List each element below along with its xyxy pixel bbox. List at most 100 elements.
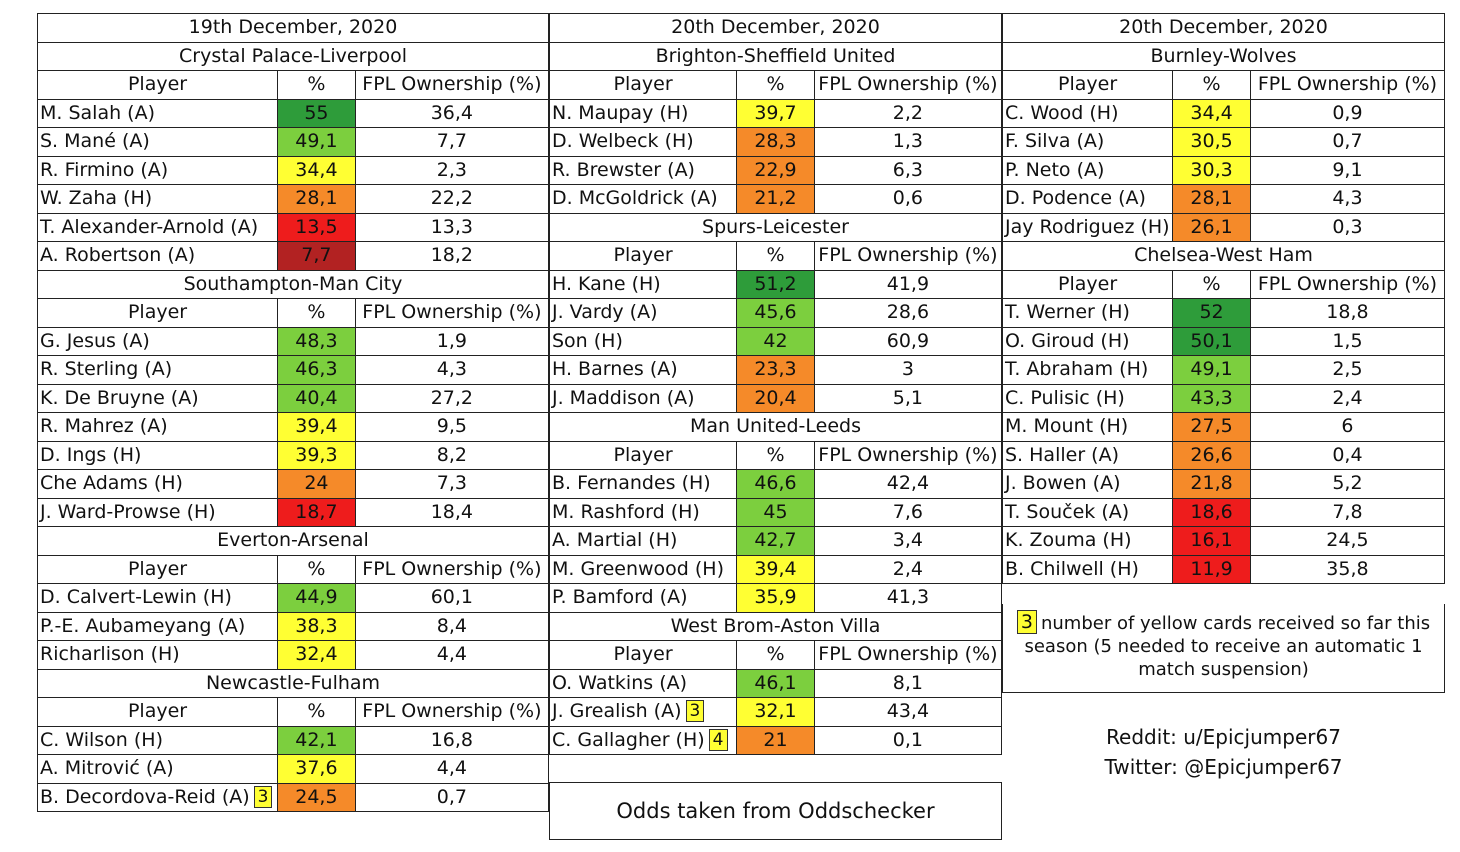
player-row: B. Decordova-Reid (A) 3 24,5 0,7 bbox=[37, 782, 549, 812]
player-row: T. Werner (H) 52 18,8 bbox=[1002, 298, 1445, 328]
ownership-column-header: FPL Ownership (%) bbox=[818, 73, 998, 95]
player-row: C. Pulisic (H) 43,3 2,4 bbox=[1002, 383, 1445, 413]
percent-cell: 37,6 bbox=[278, 755, 356, 783]
player-row: D. Ings (H) 39,3 8,2 bbox=[37, 440, 549, 470]
player-row: J. Grealish (A) 3 32,1 43,4 bbox=[549, 697, 1002, 727]
ownership-cell: 8,4 bbox=[436, 614, 467, 637]
player-name: D. Podence (A) bbox=[1005, 187, 1146, 209]
percent-column-header: % bbox=[737, 242, 815, 270]
player-row: B. Fernandes (H) 46,6 42,4 bbox=[549, 469, 1002, 499]
player-cell: C. Gallagher (H) 4 bbox=[550, 726, 738, 754]
player-row: J. Bowen (A) 21,8 5,2 bbox=[1002, 469, 1445, 499]
fixture-title: Man United-Leeds bbox=[690, 415, 861, 437]
player-column-header: Player bbox=[38, 555, 279, 583]
player-column-header: Player bbox=[38, 698, 279, 726]
percent-cell: 35,9 bbox=[737, 584, 815, 612]
player-row: Son (H) 42 60,9 bbox=[549, 326, 1002, 356]
ownership-column-header: FPL Ownership (%) bbox=[1257, 272, 1438, 295]
player-row: H. Kane (H) 51,2 41,9 bbox=[549, 269, 1002, 299]
player-cell: B. Chilwell (H) bbox=[1003, 555, 1174, 583]
percent-column-header: % bbox=[737, 441, 815, 469]
percent-cell: 21 bbox=[737, 726, 815, 754]
player-row: J. Maddison (A) 20,4 5,1 bbox=[549, 383, 1002, 413]
fixture-title: Newcastle-Fulham bbox=[205, 671, 381, 694]
player-name: T. Werner (H) bbox=[1005, 301, 1130, 323]
player-row: K. De Bruyne (A) 40,4 27,2 bbox=[37, 383, 549, 413]
date-header-row: 20th December, 2020 bbox=[1002, 13, 1445, 43]
percent-cell: 24 bbox=[278, 470, 356, 498]
percent-cell: 52 bbox=[1173, 299, 1251, 327]
player-cell: D. McGoldrick (A) bbox=[550, 185, 738, 213]
ownership-cell: 5,2 bbox=[1332, 472, 1363, 494]
fixture-header-row: Burnley-Wolves bbox=[1002, 41, 1445, 71]
percent-cell: 34,4 bbox=[278, 156, 356, 184]
player-cell: K. De Bruyne (A) bbox=[38, 384, 279, 412]
player-row: K. Zouma (H) 16,1 24,5 bbox=[1002, 526, 1445, 556]
ownership-cell: 8,2 bbox=[436, 443, 467, 466]
player-name: C. Gallagher (H) bbox=[552, 728, 705, 751]
column-header-row: Player% FPL Ownership (%) bbox=[549, 640, 1002, 670]
ownership-column-header: FPL Ownership (%) bbox=[818, 643, 998, 665]
legend-badge: 3 bbox=[1016, 610, 1037, 634]
ownership-cell: 3,4 bbox=[892, 529, 924, 551]
fixture-header-row: Man United-Leeds bbox=[549, 412, 1002, 442]
player-cell: A. Robertson (A) bbox=[38, 242, 279, 270]
fixture-title: Southampton-Man City bbox=[183, 272, 403, 295]
player-name: B. Fernandes (H) bbox=[552, 472, 711, 494]
ownership-cell: 7,6 bbox=[892, 500, 924, 523]
ownership-cell: 9,1 bbox=[1332, 158, 1363, 181]
ownership-cell: 4,3 bbox=[1332, 187, 1363, 209]
player-cell: T. Alexander-Arnold (A) bbox=[38, 213, 279, 241]
ownership-cell: 43,4 bbox=[886, 700, 930, 722]
player-row: C. Gallagher (H) 4 21 0,1 bbox=[549, 725, 1002, 755]
player-row: C. Wood (H) 34,4 0,9 bbox=[1002, 98, 1445, 128]
player-column-header: Player bbox=[550, 242, 738, 270]
player-column-header: Player bbox=[38, 299, 279, 327]
percent-cell: 34,4 bbox=[1173, 99, 1251, 127]
player-column-header: Player bbox=[38, 71, 279, 99]
percent-column-header: % bbox=[278, 555, 356, 583]
percent-cell: 18,7 bbox=[278, 498, 356, 526]
player-name: A. Mitrović (A) bbox=[40, 757, 174, 779]
fixture-header-row: Everton-Arsenal bbox=[37, 526, 549, 556]
player-cell: M. Mount (H) bbox=[1003, 413, 1174, 441]
player-cell: D. Calvert-Lewin (H) bbox=[38, 584, 279, 612]
player-name: H. Barnes (A) bbox=[552, 358, 678, 380]
player-name: C. Pulisic (H) bbox=[1005, 386, 1125, 409]
ownership-cell: 22,2 bbox=[430, 187, 474, 209]
fixture-header-row: Chelsea-West Ham bbox=[1002, 241, 1445, 271]
player-name: Son (H) bbox=[552, 329, 623, 352]
ownership-column-header: FPL Ownership (%) bbox=[362, 73, 542, 95]
ownership-cell: 42,4 bbox=[886, 472, 930, 494]
column-header-row: Player% FPL Ownership (%) bbox=[37, 70, 549, 100]
ownership-cell: 7,7 bbox=[436, 130, 467, 152]
percent-cell: 27,5 bbox=[1173, 413, 1251, 441]
fixture-header-row: Crystal Palace-Liverpool bbox=[37, 41, 549, 71]
credits: Reddit: u/Epicjumper67 Twitter: @Epicjum… bbox=[1002, 722, 1445, 782]
player-cell: D. Podence (A) bbox=[1003, 185, 1174, 213]
player-row: D. Calvert-Lewin (H) 44,9 60,1 bbox=[37, 583, 549, 613]
player-name: S. Mané (A) bbox=[40, 130, 150, 152]
ownership-cell: 28,6 bbox=[886, 301, 930, 323]
date-header: 20th December, 2020 bbox=[671, 16, 880, 38]
date-header-row: 20th December, 2020 bbox=[549, 13, 1002, 43]
player-column-header: Player bbox=[550, 441, 738, 469]
percent-column-header: % bbox=[1173, 270, 1251, 298]
date-header: 20th December, 2020 bbox=[1119, 16, 1328, 38]
ownership-cell: 0,6 bbox=[892, 187, 924, 209]
percent-cell: 45,6 bbox=[737, 299, 815, 327]
player-cell: J. Ward-Prowse (H) bbox=[38, 498, 279, 526]
column-header-row: Player% FPL Ownership (%) bbox=[549, 70, 1002, 100]
legend-text: number of yellow cards received so far t… bbox=[1024, 613, 1431, 680]
player-cell: P. Neto (A) bbox=[1003, 156, 1174, 184]
percent-column-header: % bbox=[1173, 71, 1251, 99]
ownership-cell: 0,1 bbox=[892, 728, 924, 751]
ownership-cell: 60,1 bbox=[430, 586, 474, 608]
fixture-title: Spurs-Leicester bbox=[702, 215, 849, 238]
player-name: J. Grealish (A) bbox=[552, 700, 682, 722]
fixture-title: Chelsea-West Ham bbox=[1134, 244, 1313, 266]
player-name: A. Martial (H) bbox=[552, 529, 678, 551]
fixture-header-row: Southampton-Man City bbox=[37, 269, 549, 299]
player-row: S. Mané (A) 49,1 7,7 bbox=[37, 127, 549, 157]
yellow-card-badge: 3 bbox=[685, 700, 705, 722]
